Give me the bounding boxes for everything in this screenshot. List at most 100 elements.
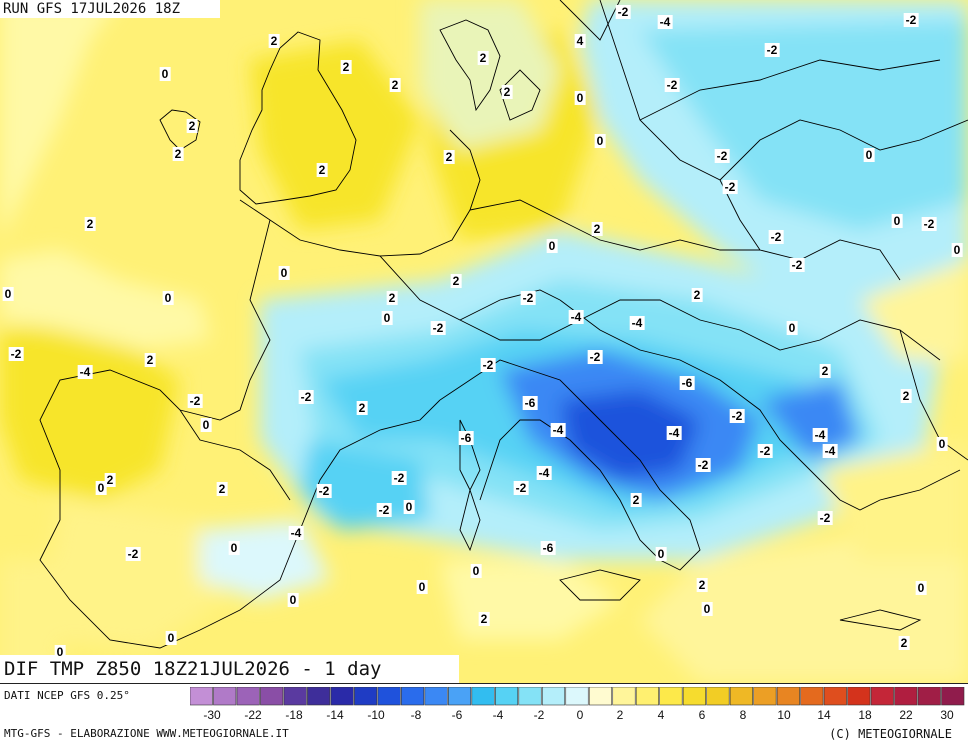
grid-value-label: -4	[629, 316, 645, 330]
legend-swatch	[894, 687, 918, 706]
grid-value-label: 2	[316, 163, 328, 177]
grid-value-label: -4	[550, 423, 566, 437]
legend-swatch	[213, 687, 237, 706]
grid-value-label: -4	[822, 444, 838, 458]
grid-value-label: 0	[546, 239, 558, 253]
grid-value-label: 2	[356, 401, 368, 415]
grid-value-label: 0	[228, 541, 240, 555]
legend-swatch	[612, 687, 636, 706]
legend-swatch	[448, 687, 472, 706]
grid-value-label: 0	[165, 631, 177, 645]
grid-value-label: -2	[764, 43, 780, 57]
grid-value-label: 0	[594, 134, 606, 148]
grid-value-label: 2	[84, 217, 96, 231]
grid-value-label: -2	[298, 390, 314, 404]
grid-value-label: -2	[587, 350, 603, 364]
map-panel: RUN GFS 17JUL2026 18Z DIF TMP Z850 18Z21…	[0, 0, 968, 683]
grid-value-label: -4	[77, 365, 93, 379]
grid-value-label: 0	[2, 287, 14, 301]
legend-tick: 30	[940, 708, 954, 722]
grid-value-label: -2	[817, 511, 833, 525]
legend-swatch	[518, 687, 542, 706]
grid-value-label: 0	[95, 481, 107, 495]
grid-value-label: -6	[540, 541, 556, 555]
grid-value-label: -2	[729, 409, 745, 423]
grid-value-label: -2	[520, 291, 536, 305]
grid-value-label: -2	[921, 217, 937, 231]
grid-value-label: -2	[615, 5, 631, 19]
legend-swatch	[307, 687, 331, 706]
grid-value-label: -2	[757, 444, 773, 458]
grid-value-label: -4	[812, 428, 828, 442]
grid-value-label: 0	[701, 602, 713, 616]
run-label: RUN GFS 17JUL2026 18Z	[0, 0, 221, 18]
legend-swatch	[870, 687, 894, 706]
legend-tick: 4	[657, 708, 665, 722]
legend-swatch	[283, 687, 307, 706]
legend-swatch	[401, 687, 425, 706]
legend-swatch	[260, 687, 284, 706]
legend-tick: -4	[492, 708, 504, 722]
grid-value-label: 2	[501, 85, 513, 99]
grid-value-label: 2	[630, 493, 642, 507]
legend-swatch	[659, 687, 683, 706]
grid-value-label: -4	[568, 310, 584, 324]
grid-value-label: -2	[714, 149, 730, 163]
legend-tick: -18	[285, 708, 303, 722]
legend-swatch	[588, 687, 613, 706]
grid-value-label: 2	[900, 389, 912, 403]
grid-value-label: -6	[458, 431, 474, 445]
grid-value-label: 0	[200, 418, 212, 432]
grid-value-label: 2	[172, 147, 184, 161]
grid-value-label: 0	[54, 645, 66, 659]
grid-value-label: 2	[340, 60, 352, 74]
grid-value-label: 2	[216, 482, 228, 496]
grid-value-label: 0	[287, 593, 299, 607]
legend-swatch	[847, 687, 871, 706]
legend-swatch	[377, 687, 401, 706]
bottom-bar: DATI NCEP GFS 0.25° -30 -22 -18 -14 -10 -8 -6-…	[0, 683, 968, 746]
grid-value-label: 2	[477, 51, 489, 65]
grid-value-label: -2	[8, 347, 24, 361]
grid-value-label: 0	[863, 148, 875, 162]
legend-swatch	[917, 687, 941, 706]
legend-swatch	[706, 687, 730, 706]
legend-tick: -14	[326, 708, 344, 722]
grid-value-label: 0	[162, 291, 174, 305]
grid-value-label: 0	[470, 564, 482, 578]
grid-value-label: -6	[522, 396, 538, 410]
grid-value-label: 0	[381, 311, 393, 325]
color-scale-legend	[190, 687, 965, 706]
legend-swatch	[682, 687, 706, 706]
legend-tick: 18	[858, 708, 872, 722]
data-source-label: DATI NCEP GFS 0.25°	[4, 689, 130, 702]
legend-swatch	[190, 687, 213, 706]
legend-swatch	[330, 687, 354, 706]
grid-value-label: -2	[391, 471, 407, 485]
grid-value-label: 0	[416, 580, 428, 594]
grid-value-label: -4	[288, 526, 304, 540]
legend-swatch	[541, 687, 566, 706]
grid-value-label: 0	[891, 214, 903, 228]
grid-value-label: -2	[480, 358, 496, 372]
grid-value-label: 2	[819, 364, 831, 378]
grid-value-label: -2	[125, 547, 141, 561]
grid-value-label: -2	[695, 458, 711, 472]
legend-swatch	[941, 687, 965, 706]
grid-value-label: 0	[951, 243, 963, 257]
legend-swatch	[729, 687, 753, 706]
legend-tick: 0	[576, 708, 584, 722]
legend-tick: -22	[244, 708, 262, 722]
grid-value-label: 2	[443, 150, 455, 164]
temperature-difference-map	[0, 0, 968, 683]
grid-value-label: 2	[389, 78, 401, 92]
grid-value-label: -2	[789, 258, 805, 272]
legend-swatch	[823, 687, 847, 706]
grid-value-label: -2	[513, 481, 529, 495]
legend-swatch	[494, 687, 519, 706]
grid-value-label: -4	[536, 466, 552, 480]
grid-value-label: 2	[186, 119, 198, 133]
grid-value-label: 2	[898, 636, 910, 650]
map-title: DIF TMP Z850 18Z21JUL2026 - 1 day	[0, 655, 459, 683]
grid-value-label: 0	[655, 547, 667, 561]
